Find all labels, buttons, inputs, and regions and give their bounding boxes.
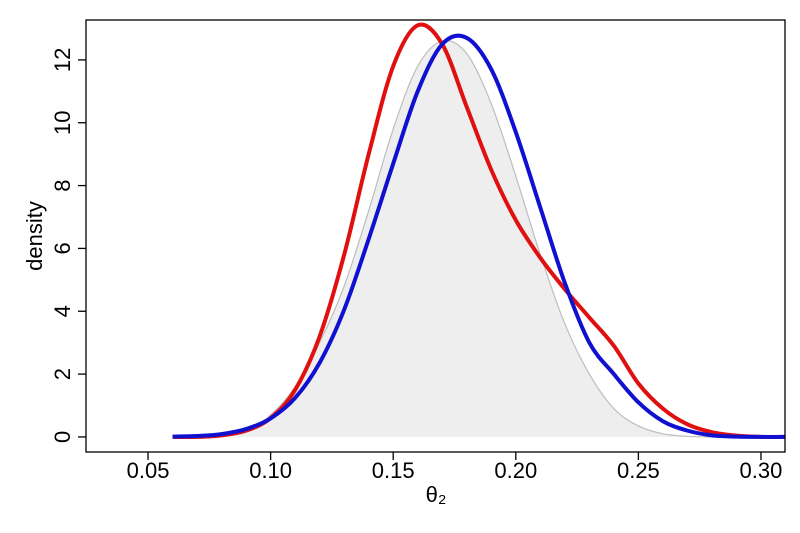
y-tick-label: 0 bbox=[50, 431, 75, 443]
x-axis-label: θ₂ bbox=[426, 482, 447, 507]
x-tick-label: 0.05 bbox=[127, 458, 170, 483]
x-tick-label: 0.30 bbox=[740, 458, 783, 483]
y-tick-label: 10 bbox=[50, 110, 75, 134]
y-tick-label: 6 bbox=[50, 242, 75, 254]
y-axis-label: density bbox=[22, 201, 47, 271]
density-area bbox=[172, 40, 785, 438]
density-line bbox=[172, 39, 785, 438]
x-tick-label: 0.10 bbox=[249, 458, 292, 483]
x-tick-label: 0.20 bbox=[494, 458, 537, 483]
plot-frame bbox=[85, 19, 786, 453]
y-tick-label: 2 bbox=[50, 368, 75, 380]
x-tick-label: 0.25 bbox=[617, 458, 660, 483]
plot-area bbox=[172, 22, 785, 440]
y-tick-label: 4 bbox=[50, 305, 75, 317]
x-tick-label: 0.15 bbox=[372, 458, 415, 483]
y-tick-label: 12 bbox=[50, 48, 75, 72]
y-tick-label: 8 bbox=[50, 179, 75, 191]
density-line bbox=[172, 33, 785, 439]
